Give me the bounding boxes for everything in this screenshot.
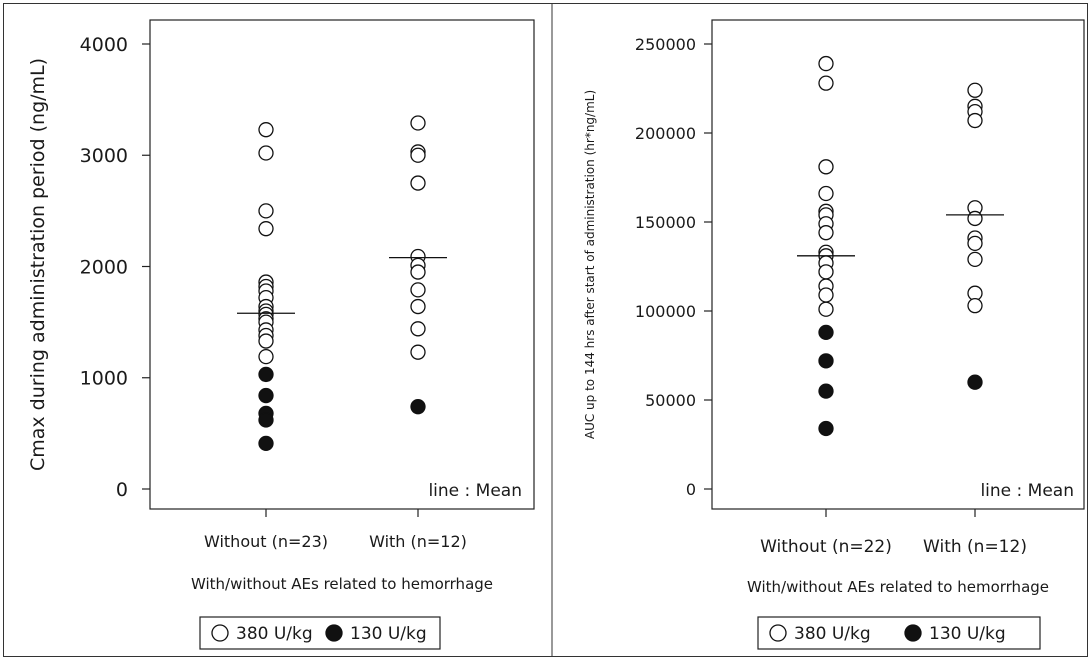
data-point-380 bbox=[967, 82, 983, 98]
plot-area bbox=[149, 19, 535, 510]
data-point-380 bbox=[410, 264, 426, 280]
data-point-380 bbox=[258, 221, 274, 237]
y-tick-label: 3000 bbox=[80, 145, 128, 167]
legend-marker-380 bbox=[769, 624, 787, 642]
data-point-380 bbox=[818, 159, 834, 175]
y-tick-label: 0 bbox=[686, 480, 696, 499]
data-point-130 bbox=[258, 435, 274, 452]
data-point-130 bbox=[258, 412, 274, 428]
legend-marker-380 bbox=[211, 624, 229, 642]
data-point-130 bbox=[258, 387, 274, 404]
data-point-130 bbox=[410, 399, 426, 415]
data-point-130 bbox=[818, 420, 834, 437]
y-tick-label: 150000 bbox=[635, 213, 696, 232]
x-category-label: With (n=12) bbox=[369, 532, 467, 551]
legend-marker-130 bbox=[325, 624, 343, 642]
data-point-380 bbox=[967, 298, 983, 314]
figure-border bbox=[3, 3, 1088, 657]
legend-box bbox=[757, 616, 1041, 650]
x-category-label: Without (n=22) bbox=[760, 537, 892, 557]
data-point-380 bbox=[818, 301, 834, 317]
y-axis-title: AUC up to 144 hrs after start of adminis… bbox=[583, 90, 597, 439]
data-point-130 bbox=[818, 383, 834, 399]
mean-annotation: line : Mean bbox=[980, 481, 1074, 501]
data-point-380 bbox=[258, 203, 274, 219]
data-point-380 bbox=[258, 348, 274, 365]
chart-auc: 0 50000 100000 150000 200000 250000 AUC up to … bbox=[583, 19, 1085, 650]
x-axis-title: With/without AEs related to hemorrhage bbox=[747, 578, 1049, 596]
legend-label: 380 U/kg bbox=[794, 624, 871, 644]
data-point-380 bbox=[258, 145, 274, 161]
x-category-label: With (n=12) bbox=[923, 537, 1027, 557]
legend-marker-130 bbox=[904, 624, 922, 642]
y-tick-label: 50000 bbox=[645, 391, 696, 410]
legend-box bbox=[199, 616, 441, 650]
data-point-380 bbox=[818, 75, 834, 91]
y-tick-label: 2000 bbox=[80, 256, 128, 278]
plot-area bbox=[711, 19, 1085, 510]
data-point-380 bbox=[410, 115, 426, 131]
chart-cmax: 0 1000 2000 3000 4000 Cmax during administrat… bbox=[27, 19, 535, 650]
legend-label: 130 U/kg bbox=[350, 624, 427, 644]
data-point-380 bbox=[410, 175, 426, 191]
y-tick-label: 1000 bbox=[80, 368, 128, 390]
y-tick-label: 250000 bbox=[635, 35, 696, 54]
data-point-380 bbox=[258, 333, 274, 349]
x-axis-title: With/without AEs related to hemorrhage bbox=[191, 575, 493, 593]
data-point-130 bbox=[818, 324, 834, 341]
data-point-380 bbox=[410, 298, 426, 315]
data-point-380 bbox=[967, 251, 983, 268]
data-point-130 bbox=[818, 353, 834, 369]
data-point-380 bbox=[967, 235, 983, 252]
y-tick-label: 0 bbox=[116, 479, 128, 501]
data-point-380 bbox=[410, 282, 426, 298]
y-axis-title: Cmax during administration period (ng/mL… bbox=[27, 58, 49, 471]
mean-annotation: line : Mean bbox=[428, 481, 522, 501]
data-point-380 bbox=[818, 225, 834, 241]
data-point-380 bbox=[410, 147, 426, 163]
legend-label: 380 U/kg bbox=[236, 624, 313, 644]
data-point-380 bbox=[258, 122, 274, 138]
data-point-380 bbox=[818, 185, 834, 202]
data-point-130 bbox=[258, 366, 274, 383]
data-point-380 bbox=[410, 321, 426, 337]
data-point-380 bbox=[967, 112, 983, 129]
y-tick-label: 4000 bbox=[80, 34, 128, 56]
data-point-380 bbox=[818, 287, 834, 303]
x-category-label: Without (n=23) bbox=[204, 532, 328, 551]
data-point-380 bbox=[410, 344, 426, 360]
data-point-380 bbox=[818, 55, 834, 72]
data-point-380 bbox=[818, 264, 834, 280]
legend-label: 130 U/kg bbox=[929, 624, 1006, 644]
y-tick-label: 200000 bbox=[635, 124, 696, 143]
data-point-130 bbox=[967, 374, 983, 390]
y-tick-label: 100000 bbox=[635, 302, 696, 321]
data-point-380 bbox=[967, 210, 983, 227]
